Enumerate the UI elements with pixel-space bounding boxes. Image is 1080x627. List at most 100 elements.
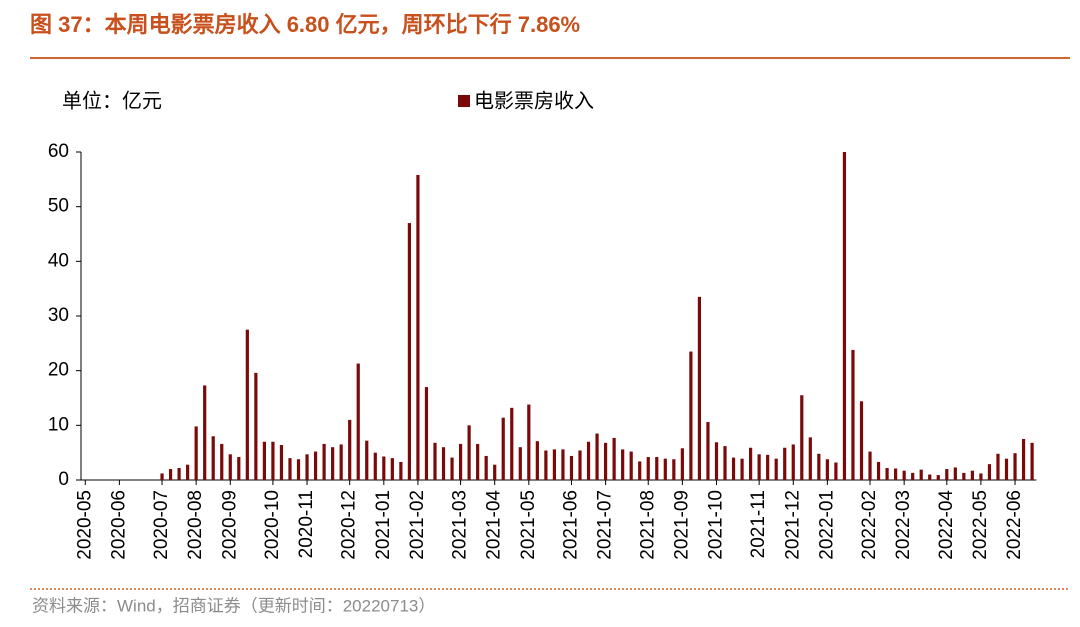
bar — [433, 442, 437, 480]
bar — [527, 404, 531, 480]
bar — [416, 174, 420, 480]
bar — [987, 464, 992, 480]
bar — [876, 461, 881, 480]
x-tick-label: 2022-04 — [936, 490, 957, 560]
bar — [1013, 453, 1017, 480]
bar — [578, 450, 582, 480]
bar — [424, 387, 429, 480]
bar — [979, 473, 983, 480]
bar — [731, 457, 736, 480]
bar — [766, 454, 770, 480]
bar — [203, 385, 207, 480]
x-tick-label: 2020-12 — [339, 490, 360, 560]
bar — [672, 459, 676, 480]
bar — [1021, 439, 1026, 480]
x-tick-label: 2021-05 — [518, 490, 539, 560]
bar — [313, 451, 318, 480]
bar — [220, 443, 224, 480]
y-tick-label: 50 — [48, 196, 69, 217]
bar — [621, 449, 625, 480]
bar — [697, 296, 702, 480]
bar — [237, 457, 241, 480]
legend-swatch — [458, 95, 470, 107]
bar — [894, 468, 898, 480]
bar — [296, 459, 301, 480]
bar — [962, 472, 966, 480]
bar — [245, 329, 249, 480]
bar — [612, 437, 616, 480]
y-tick-label: 10 — [48, 414, 69, 435]
bar — [638, 461, 642, 480]
bar — [740, 458, 744, 480]
source-note: 资料来源：Wind，招商证券（更新时间：20220713） — [32, 596, 435, 615]
bar — [595, 433, 599, 480]
y-tick-label: 0 — [58, 469, 69, 490]
bar — [723, 446, 727, 480]
bar — [646, 457, 650, 480]
bar — [186, 464, 190, 480]
bar — [655, 457, 659, 480]
bar — [953, 467, 957, 480]
y-tick-label: 30 — [48, 305, 69, 326]
bar — [177, 467, 181, 480]
bar — [808, 437, 812, 480]
x-tick-label: 2020-09 — [219, 490, 240, 560]
bar — [851, 349, 855, 480]
bar — [680, 448, 684, 480]
bar — [467, 425, 471, 480]
bar — [382, 456, 386, 480]
bar — [749, 447, 753, 480]
bar — [501, 417, 505, 480]
x-tick-label: 2022-03 — [893, 490, 914, 560]
bar — [791, 444, 795, 480]
bar — [902, 470, 906, 480]
bar — [825, 459, 829, 480]
x-tick-label: 2022-02 — [859, 490, 880, 560]
x-tick-label: 2021-01 — [373, 490, 394, 560]
bar — [339, 444, 343, 480]
bar — [322, 443, 326, 480]
x-tick-label: 2021-02 — [407, 490, 428, 560]
x-tick-label: 2021-10 — [706, 490, 727, 560]
bar — [510, 407, 514, 480]
bar — [706, 422, 710, 480]
bar — [817, 453, 821, 480]
bar — [399, 461, 403, 480]
bar — [868, 451, 872, 480]
bar — [783, 447, 787, 480]
bar — [168, 469, 173, 480]
bar — [928, 474, 932, 480]
y-tick-label: 60 — [48, 141, 69, 162]
bar — [714, 442, 719, 480]
bar — [911, 472, 915, 480]
bar — [365, 440, 369, 480]
x-tick-label: 2021-09 — [671, 490, 692, 560]
unit-label: 单位：亿元 — [62, 89, 162, 112]
bar — [1030, 442, 1034, 480]
bar — [493, 464, 497, 480]
bar — [356, 363, 360, 480]
bar — [629, 451, 633, 480]
bar — [842, 152, 847, 480]
bar — [279, 445, 284, 480]
bar — [603, 442, 608, 480]
bar — [936, 475, 940, 480]
bar — [476, 443, 480, 480]
bar — [945, 469, 949, 480]
bar — [518, 447, 522, 480]
bar — [757, 454, 761, 480]
bar — [919, 469, 923, 480]
bar — [1004, 458, 1009, 480]
bar — [441, 447, 446, 480]
x-tick-label: 2020-08 — [185, 490, 206, 560]
x-tick-label: 2021-08 — [637, 490, 658, 560]
x-tick-label: 2020-06 — [108, 490, 129, 560]
x-tick-label: 2021-12 — [782, 490, 803, 560]
bar — [800, 395, 804, 480]
bar — [834, 462, 838, 480]
bar — [885, 467, 889, 480]
bar — [544, 450, 548, 480]
bar — [407, 223, 412, 481]
bar — [484, 455, 488, 480]
x-tick-label: 2020-07 — [151, 490, 172, 560]
